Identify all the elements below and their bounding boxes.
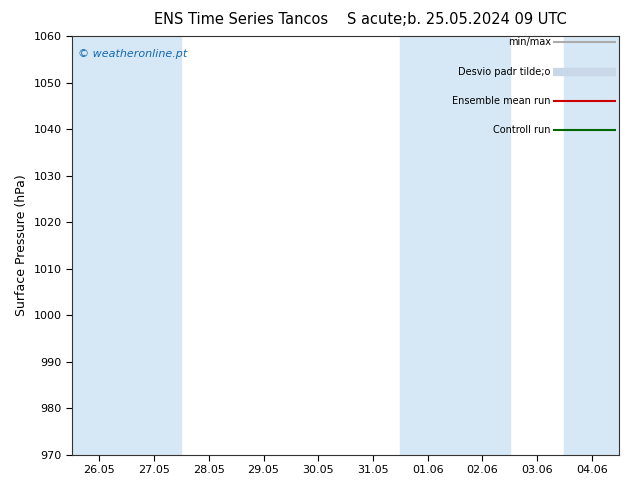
Text: ENS Time Series Tancos: ENS Time Series Tancos bbox=[154, 12, 328, 27]
Text: Controll run: Controll run bbox=[493, 125, 551, 135]
Text: © weatheronline.pt: © weatheronline.pt bbox=[77, 49, 187, 59]
Y-axis label: Surface Pressure (hPa): Surface Pressure (hPa) bbox=[15, 174, 28, 316]
Text: Desvio padr tilde;o: Desvio padr tilde;o bbox=[458, 67, 551, 77]
Bar bbox=[400, 36, 455, 455]
Text: S acute;b. 25.05.2024 09 UTC: S acute;b. 25.05.2024 09 UTC bbox=[347, 12, 566, 27]
Bar bbox=[72, 36, 127, 455]
Bar bbox=[619, 36, 634, 455]
Bar bbox=[127, 36, 181, 455]
Bar bbox=[564, 36, 619, 455]
Text: min/max: min/max bbox=[508, 37, 551, 48]
Text: Ensemble mean run: Ensemble mean run bbox=[452, 96, 551, 106]
Bar bbox=[455, 36, 510, 455]
